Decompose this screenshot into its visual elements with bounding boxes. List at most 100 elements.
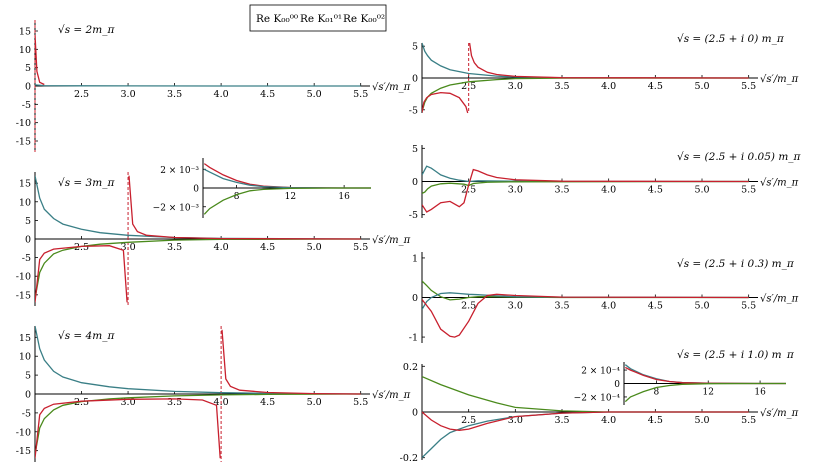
y-tick-label: -15: [16, 446, 31, 457]
x-tick-label: 4.0: [601, 301, 616, 312]
x-tick-label: 3.0: [508, 301, 523, 312]
x-tick-label: 8: [234, 192, 240, 202]
y-tick-label: -10: [16, 118, 31, 129]
y-tick-label: 5: [412, 144, 418, 155]
y-tick-label: -5: [409, 210, 418, 221]
y-tick-label: 15: [19, 179, 31, 190]
panel-title: √s = 3m_π: [58, 177, 115, 189]
x-tick-label: 5.5: [741, 415, 756, 426]
x-tick-label: 5.5: [741, 301, 756, 312]
y-tick-label: 5: [25, 371, 31, 382]
x-tick-label: 4.0: [601, 81, 616, 92]
x-tick-label: 12: [703, 388, 714, 398]
x-tick-label: 16: [754, 388, 766, 398]
x-axis-label: √s′/m_π: [760, 294, 799, 305]
series-line: [422, 180, 749, 194]
x-tick-label: 4.5: [648, 185, 663, 196]
legend-entry-2: Re K₀₁⁰¹: [300, 13, 342, 25]
y-tick-label: -5: [409, 105, 418, 116]
panel-title: √s = (2.5 + i 0) m_π: [677, 33, 785, 45]
y-tick-label: 0: [25, 82, 31, 93]
x-tick-label: 3.5: [554, 415, 569, 426]
x-tick-label: 5.0: [307, 242, 322, 253]
series-line: [35, 325, 361, 395]
x-tick-label: 3.5: [554, 301, 569, 312]
y-tick-label: 1: [412, 253, 418, 264]
x-tick-label: 3.0: [508, 415, 523, 426]
series-line: [422, 292, 749, 310]
y-tick-label: −2 × 10⁻³: [153, 203, 200, 213]
x-tick-label: 4.0: [601, 185, 616, 196]
panel-title: √s = (2.5 + i 0.3) m_π: [677, 258, 795, 270]
y-tick-label: −2 × 10⁻⁴: [574, 393, 621, 403]
x-tick-label: 2.5: [461, 301, 476, 312]
x-tick-label: 12: [285, 192, 296, 202]
y-tick-label: 2 × 10⁻⁴: [581, 367, 620, 377]
x-axis-label: √s′/m_π: [760, 74, 799, 85]
panel-title: √s = 4m_π: [58, 330, 115, 342]
x-tick-label: 3.0: [508, 81, 523, 92]
series-line: [35, 34, 45, 86]
x-axis-label: √s′/m_π: [372, 390, 411, 401]
x-tick-label: 4.0: [214, 242, 229, 253]
panel-title: √s = (2.5 + i 1.0) m_π: [677, 349, 795, 361]
x-tick-label: 5.0: [694, 415, 709, 426]
legend-entry-1: Re K₀₀⁰⁰: [256, 13, 298, 25]
x-tick-label: 3.0: [121, 89, 136, 100]
x-tick-label: 2.5: [461, 81, 476, 92]
y-tick-label: 0: [25, 390, 31, 401]
x-tick-label: 5.0: [694, 301, 709, 312]
x-tick-label: 5.5: [353, 397, 368, 408]
x-tick-label: 3.5: [554, 81, 569, 92]
x-tick-label: 3.5: [167, 242, 182, 253]
series-line: [422, 293, 749, 338]
panel-R2: 5 0 -5 2.5 3.0 3.5 4.0 4.5 5.0 5.5 √s′/m_π √s = (2.…: [409, 144, 802, 221]
y-tick-label: -5: [22, 253, 31, 264]
x-tick-label: 4.5: [648, 415, 663, 426]
x-tick-label: 5.0: [307, 397, 322, 408]
y-tick-label: 5: [25, 216, 31, 227]
x-tick-label: 4.5: [260, 89, 275, 100]
y-tick-label: 0: [412, 293, 418, 304]
x-tick-label: 3.0: [121, 397, 136, 408]
y-tick-label: -1: [409, 333, 418, 344]
panel-L2inset: 2 × 10⁻³ 0 −2 × 10⁻³ 8 12 16: [153, 156, 373, 220]
x-tick-label: 3.5: [167, 397, 182, 408]
x-axis-label: √s′/m_π: [372, 235, 411, 246]
y-tick-label: 5: [25, 63, 31, 74]
y-tick-label: 15: [19, 27, 31, 38]
series-line: [35, 398, 221, 459]
x-tick-label: 4.0: [601, 415, 616, 426]
x-tick-label: 3.5: [167, 89, 182, 100]
x-tick-label: 5.0: [694, 81, 709, 92]
legend-box: Re K₀₀⁰⁰ Re K₀₁⁰¹ Re K₀₀⁰²: [249, 4, 387, 32]
y-tick-label: -5: [22, 100, 31, 111]
x-tick-label: 4.0: [214, 89, 229, 100]
y-tick-label: 2 × 10⁻³: [160, 166, 199, 176]
y-tick-label: 10: [19, 352, 31, 363]
x-tick-label: 2.5: [74, 397, 89, 408]
series-line: [422, 168, 749, 213]
panel-R3: 1 0 -1 2.5 3.0 3.5 4.0 4.5 5.0 5.5 √s′/m_π √s = (2.…: [409, 252, 799, 344]
x-tick-label: 2.5: [74, 242, 89, 253]
y-tick-label: -0.2: [400, 453, 418, 464]
panel-R4: 0.2 0 -0.2 2.5 3.0 3.5 4.0 4.5 5.0 5.5 √s′/m_π √s =…: [400, 349, 799, 464]
series-line: [35, 84, 361, 87]
x-tick-label: 4.5: [648, 301, 663, 312]
legend-entry-3: Re K₀₀⁰²: [343, 13, 385, 25]
y-tick-label: 0.2: [403, 362, 418, 373]
panel-R1: 5 0 -5 2.5 3.0 3.5 4.0 4.5 5.0 5.5 √s′/m_π √s = (2.…: [409, 33, 799, 116]
x-tick-label: 5.5: [353, 89, 368, 100]
y-tick-label: 0: [412, 177, 418, 188]
x-axis-label: √s′/m_π: [372, 82, 411, 93]
x-tick-label: 5.5: [741, 81, 756, 92]
x-tick-label: 2.5: [461, 415, 476, 426]
x-tick-label: 5.0: [307, 89, 322, 100]
x-tick-label: 16: [338, 192, 350, 202]
y-tick-label: -15: [16, 137, 31, 148]
x-axis-label: √s′/m_π: [760, 178, 799, 189]
series-line: [468, 42, 749, 79]
x-tick-label: 5.5: [741, 185, 756, 196]
